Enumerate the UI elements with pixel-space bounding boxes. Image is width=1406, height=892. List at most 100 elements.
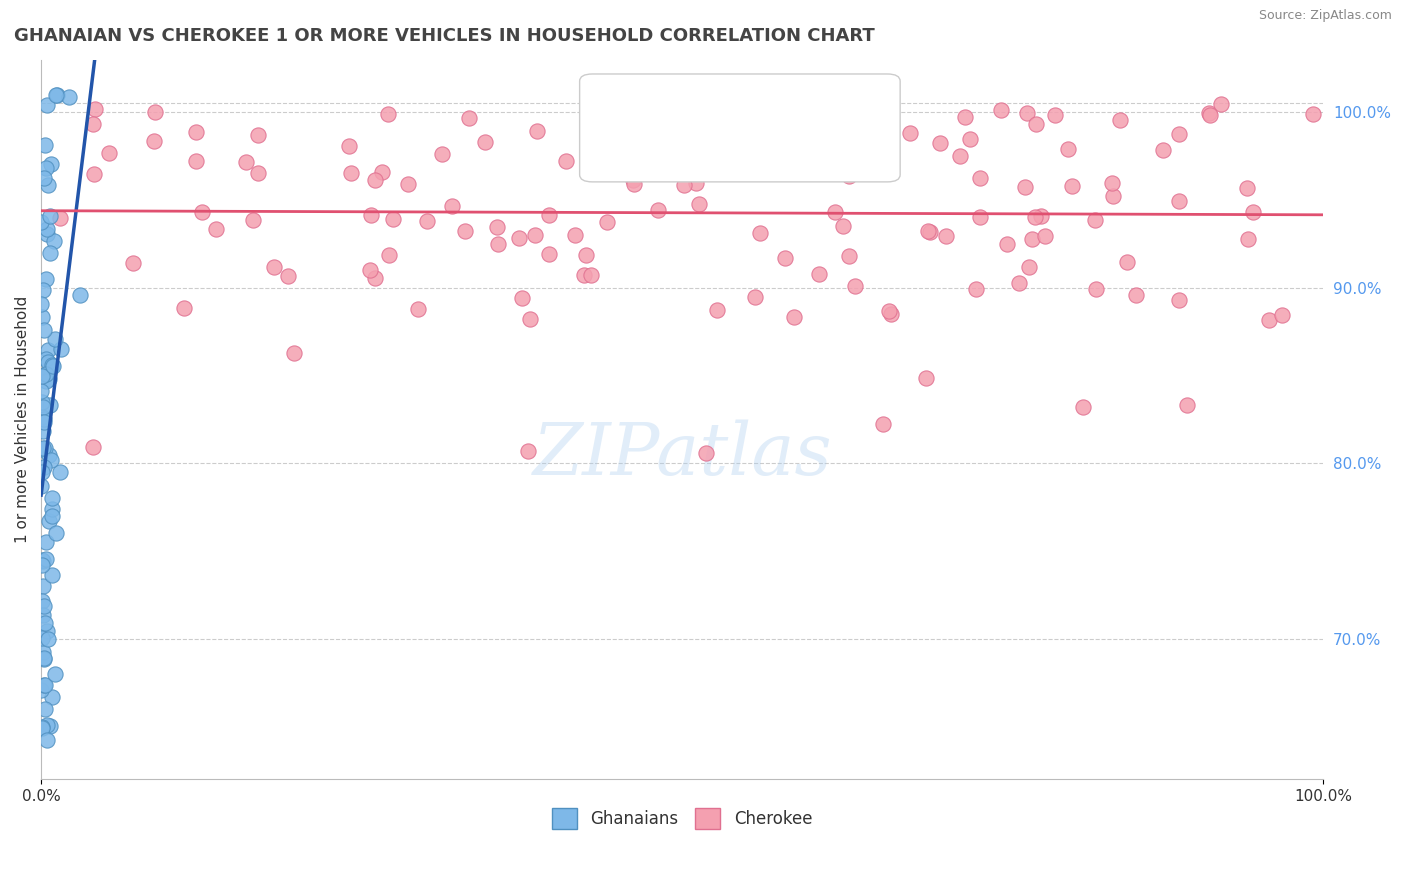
Point <box>1198 105 1220 120</box>
Point <box>184 125 207 139</box>
Point <box>706 303 728 318</box>
Point <box>969 170 991 185</box>
Point <box>30 682 52 697</box>
Point <box>32 460 55 475</box>
Point <box>340 166 363 180</box>
Point <box>82 441 104 455</box>
Point <box>31 552 53 566</box>
Point <box>32 412 55 426</box>
Point <box>32 283 55 297</box>
Point <box>246 128 269 142</box>
Point <box>1031 209 1053 223</box>
Point <box>48 466 70 480</box>
Point <box>32 400 55 414</box>
Point <box>454 224 477 238</box>
Point <box>34 702 56 716</box>
Point <box>596 215 619 229</box>
Point <box>97 145 120 160</box>
Point <box>35 161 58 175</box>
Point <box>685 176 707 190</box>
Point <box>688 197 710 211</box>
Point <box>1043 108 1066 122</box>
Point <box>796 161 818 176</box>
Point <box>31 368 53 383</box>
Y-axis label: 1 or more Vehicles in Household: 1 or more Vehicles in Household <box>15 295 30 543</box>
Point <box>39 719 62 733</box>
Point <box>39 209 62 223</box>
Point <box>1168 293 1191 307</box>
Point <box>1167 128 1189 142</box>
Point <box>359 263 381 277</box>
Point <box>1033 229 1056 244</box>
Legend: Ghanaians, Cherokee: Ghanaians, Cherokee <box>546 802 818 835</box>
Point <box>917 224 939 238</box>
Point <box>995 236 1018 251</box>
Point <box>37 355 59 369</box>
Point <box>1115 255 1137 269</box>
Point <box>69 287 91 301</box>
Point <box>1102 189 1125 203</box>
Point <box>510 291 533 305</box>
Point <box>406 301 429 316</box>
Point <box>35 221 58 235</box>
Point <box>143 105 166 120</box>
Point <box>838 169 860 184</box>
Point <box>31 395 53 409</box>
Point <box>38 448 60 462</box>
Point <box>34 137 56 152</box>
Point <box>39 453 62 467</box>
Point <box>35 368 58 382</box>
Point <box>1152 143 1174 157</box>
Point <box>775 251 797 265</box>
Point <box>30 297 52 311</box>
Point <box>1057 142 1080 156</box>
Point <box>31 578 53 592</box>
Point <box>690 97 713 112</box>
Point <box>749 226 772 240</box>
Point <box>83 168 105 182</box>
Point <box>1071 400 1094 414</box>
Point <box>37 227 59 242</box>
Point <box>30 442 52 456</box>
Point <box>32 368 55 382</box>
Point <box>34 323 56 337</box>
Point <box>1271 308 1294 322</box>
Point <box>858 142 880 156</box>
Text: GHANAIAN VS CHEROKEE 1 OR MORE VEHICLES IN HOUSEHOLD CORRELATION CHART: GHANAIAN VS CHEROKEE 1 OR MORE VEHICLES … <box>14 27 875 45</box>
Point <box>1084 282 1107 296</box>
Point <box>37 632 59 646</box>
Point <box>31 594 53 608</box>
Point <box>31 631 53 645</box>
Point <box>744 290 766 304</box>
Point <box>838 249 860 263</box>
Point <box>969 210 991 224</box>
Point <box>1236 181 1258 195</box>
Point <box>935 228 957 243</box>
Point <box>41 502 63 516</box>
Point <box>1241 205 1264 219</box>
Point <box>396 177 419 191</box>
Point <box>35 534 58 549</box>
Point <box>440 199 463 213</box>
Point <box>31 553 53 567</box>
Point <box>576 132 599 146</box>
Point <box>337 138 360 153</box>
Point <box>555 154 578 169</box>
Point <box>474 135 496 149</box>
Point <box>205 222 228 236</box>
Point <box>31 465 53 479</box>
Point <box>661 120 683 134</box>
Point <box>44 667 66 681</box>
Point <box>30 215 52 229</box>
Point <box>807 267 830 281</box>
Point <box>775 100 797 114</box>
Point <box>41 359 63 373</box>
Point <box>832 219 855 233</box>
Point <box>877 303 900 318</box>
Point <box>920 225 942 239</box>
Point <box>41 491 63 506</box>
Point <box>1125 287 1147 301</box>
Point <box>364 172 387 186</box>
Point <box>38 514 60 528</box>
Point <box>1258 312 1281 326</box>
